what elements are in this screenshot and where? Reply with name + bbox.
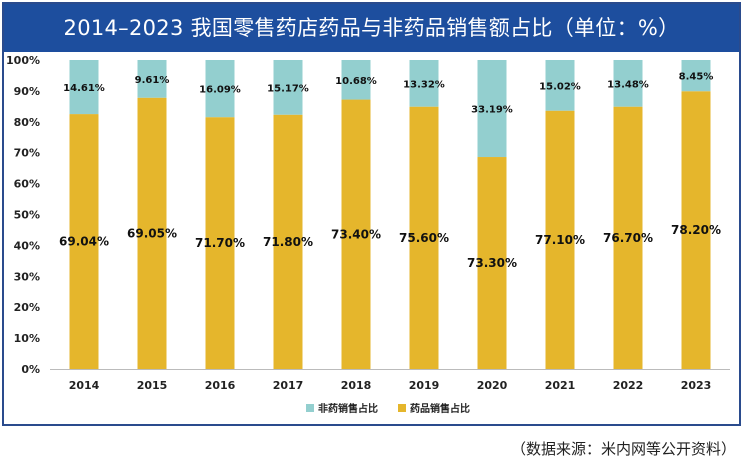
- drug-value-label: 75.60%: [399, 231, 449, 245]
- y-tick-label: 80%: [14, 116, 40, 129]
- drug-value-label: 69.04%: [59, 235, 109, 249]
- y-tick-label: 90%: [14, 85, 40, 98]
- bar-non-drug-2016: [205, 60, 235, 118]
- bar-drug-2017: [273, 114, 303, 370]
- drug-value-label: 76.70%: [603, 231, 653, 245]
- drug-value-label: 73.40%: [331, 227, 381, 241]
- x-tick-label: 2023: [681, 379, 712, 392]
- bar-drug-2022: [613, 106, 643, 369]
- y-tick-label: 20%: [14, 301, 40, 314]
- bar-non-drug-2023: [681, 60, 711, 92]
- bars-group: 69.04% 14.61% 69.05% 9.61% 71.70% 16.09% 71.80…: [59, 60, 721, 370]
- drug-value-label: 78.20%: [671, 223, 721, 237]
- bar-drug-2019: [409, 106, 439, 369]
- bar-drug-2014: [69, 114, 99, 369]
- y-tick-label: 60%: [14, 178, 40, 191]
- bar-non-drug-2017: [273, 60, 303, 115]
- bar-drug-2016: [205, 117, 235, 369]
- drug-value-label: 77.10%: [535, 233, 585, 247]
- bar-drug-2021: [545, 110, 575, 370]
- bar-drug-2023: [681, 91, 711, 370]
- y-tick-label: 40%: [14, 239, 40, 252]
- bar-non-drug-2015: [137, 60, 167, 98]
- bar-non-drug-2019: [409, 60, 439, 107]
- non-drug-value-label: 15.17%: [267, 83, 309, 94]
- x-tick-label: 2022: [613, 379, 644, 392]
- x-tick-label: 2021: [545, 379, 576, 392]
- bar-non-drug-2018: [341, 60, 371, 100]
- x-tick-label: 2019: [409, 379, 440, 392]
- y-tick-label: 50%: [14, 209, 40, 222]
- x-tick-label: 2020: [477, 379, 508, 392]
- x-tick-label: 2018: [341, 379, 372, 392]
- non-drug-value-label: 16.09%: [199, 85, 241, 96]
- non-drug-value-label: 9.61%: [135, 75, 170, 86]
- non-drug-value-label: 33.19%: [471, 105, 513, 116]
- y-tick-label: 30%: [14, 270, 40, 283]
- bar-non-drug-2022: [613, 60, 643, 107]
- x-tick-label: 2017: [273, 379, 304, 392]
- non-drug-value-label: 8.45%: [679, 72, 714, 83]
- x-tick-label: 2016: [205, 379, 236, 392]
- legend-non-drug-swatch: [306, 404, 314, 412]
- bar-drug-2020: [477, 157, 507, 369]
- drug-value-label: 71.70%: [195, 236, 245, 250]
- non-drug-value-label: 15.02%: [539, 81, 581, 92]
- non-drug-value-label: 14.61%: [63, 83, 105, 94]
- legend: 非药销售占比 药品销售占比: [306, 402, 470, 415]
- bar-non-drug-2014: [69, 60, 99, 115]
- y-tick-label: 100%: [6, 54, 40, 67]
- legend-non-drug-label: 非药销售占比: [318, 402, 378, 415]
- bar-non-drug-2020: [477, 60, 507, 158]
- legend-drug-label: 药品销售占比: [410, 402, 470, 415]
- bar-drug-2018: [341, 99, 371, 369]
- x-tick-label: 2015: [137, 379, 168, 392]
- drug-value-label: 73.30%: [467, 256, 517, 270]
- x-axis: 2014 2015 2016 2017 2018 2019 2020 2021 2022 2023: [50, 369, 730, 392]
- non-drug-value-label: 10.68%: [335, 76, 377, 87]
- y-tick-label: 10%: [14, 332, 40, 345]
- chart-title: 2014–2023 我国零售药店药品与非药品销售额占比（单位：%）: [4, 4, 739, 52]
- drug-value-label: 71.80%: [263, 235, 313, 249]
- x-tick-label: 2014: [69, 379, 100, 392]
- drug-value-label: 69.05%: [127, 226, 177, 240]
- stacked-bar-chart: 0% 10% 20% 30% 40% 50% 60% 70% 80% 90% 100% 69.04%…: [6, 54, 730, 415]
- non-drug-value-label: 13.32%: [403, 79, 445, 90]
- y-tick-label: 70%: [14, 147, 40, 160]
- bar-drug-2015: [137, 97, 167, 369]
- y-axis: 0% 10% 20% 30% 40% 50% 60% 70% 80% 90% 100%: [6, 54, 40, 376]
- legend-drug-swatch: [398, 404, 406, 412]
- bar-non-drug-2021: [545, 60, 575, 111]
- non-drug-value-label: 13.48%: [607, 79, 649, 90]
- y-tick-label: 0%: [21, 363, 40, 376]
- source-note: （数据来源：米内网等公开资料）: [510, 440, 736, 458]
